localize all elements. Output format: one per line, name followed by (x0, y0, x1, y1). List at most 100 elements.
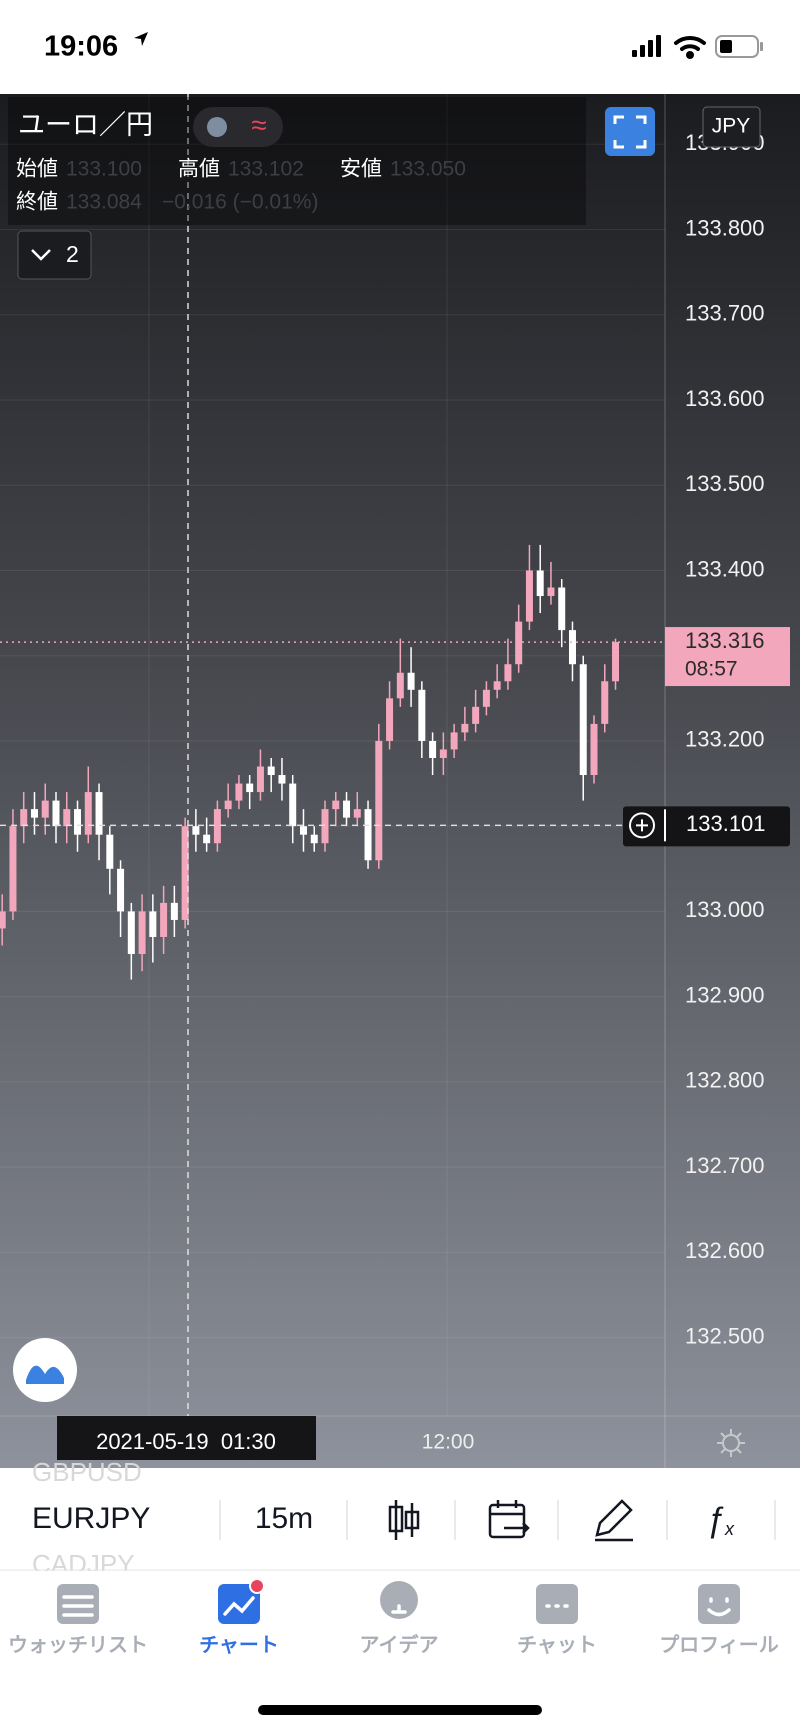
candle-body (396, 672, 404, 699)
candle-body (601, 681, 609, 724)
candle-body (482, 689, 490, 707)
tab-label: アイデア (360, 1632, 439, 1656)
indicator-count: 2 (66, 241, 79, 267)
candle-body (74, 809, 82, 835)
tab-label: チャット (517, 1634, 597, 1656)
ohlc-label: 終値 (16, 191, 58, 214)
tab-icon (536, 1584, 578, 1624)
tab[interactable]: チャート (199, 1578, 279, 1656)
date-range-button[interactable] (488, 1500, 530, 1539)
tab-glyph (391, 1604, 407, 1614)
candle-body (192, 826, 200, 835)
tab-label: プロフィール (659, 1633, 779, 1656)
countdown-label: 08:57 (685, 658, 738, 681)
tab-icon (698, 1584, 740, 1624)
market-status[interactable] (193, 107, 283, 147)
y-tick-label: 133.000 (685, 897, 765, 922)
candle-body (289, 783, 297, 827)
candle-body (117, 868, 125, 912)
y-tick-label: 132.600 (685, 1238, 765, 1263)
crosshair-price-label: 133.101 (686, 811, 766, 836)
last-price-box (665, 627, 790, 687)
candle-body (612, 642, 620, 682)
candle-body (558, 587, 566, 631)
candle-body (246, 783, 254, 793)
legend-panel (8, 97, 586, 225)
candle-body (0, 911, 6, 929)
y-tick-label: 133.800 (685, 215, 765, 240)
candle-body (235, 783, 243, 801)
indicators-toggle[interactable] (17, 230, 92, 280)
tab[interactable]: チャット (517, 1584, 597, 1656)
candle-body (472, 706, 480, 724)
ideas-button[interactable] (13, 1338, 77, 1402)
currency-button[interactable] (702, 106, 761, 148)
ohlc-value: 133.050 (390, 158, 466, 181)
y-tick-label: 133.200 (685, 727, 765, 752)
y-tick-label: 133.400 (685, 556, 765, 581)
drawing-button[interactable] (595, 1499, 633, 1542)
candle-body (343, 800, 351, 818)
tab[interactable]: アイデア (360, 1581, 439, 1656)
candle-body (41, 800, 49, 818)
tab-label: ウォッチリスト (8, 1633, 148, 1656)
chart-type-button[interactable] (388, 1500, 420, 1540)
wifi-icon (674, 35, 706, 59)
symbol-selected[interactable]: EURJPY (32, 1502, 150, 1535)
status-dot (207, 117, 227, 137)
tab-icon (57, 1584, 99, 1624)
candle-body (375, 740, 383, 861)
candle-body (364, 809, 372, 861)
candle-body (160, 902, 168, 937)
y-tick-label: 133.700 (685, 301, 765, 326)
tab-glyph (62, 1595, 94, 1617)
candle-body (418, 689, 426, 741)
chart-background (0, 94, 800, 1468)
candle-body (20, 809, 28, 827)
settings-icon[interactable] (717, 1429, 745, 1457)
toolbar-dividers (219, 1500, 776, 1540)
candle-body (299, 826, 307, 835)
candle-body (590, 723, 598, 776)
candle-body (386, 698, 394, 741)
candle-body (138, 911, 146, 955)
symbol-name: ユーロ／円 (18, 110, 153, 140)
candle-body (181, 826, 189, 920)
tab[interactable]: プロフィール (659, 1584, 779, 1656)
tabs: ウォッチリスト チャート アイデア チャット プロフィール (8, 1578, 779, 1656)
ohlc-change: −0.016 (−0.01%) (162, 191, 318, 214)
candle-body (106, 834, 114, 869)
candle-body (450, 732, 458, 750)
candle-body (536, 570, 544, 597)
crosshair-time: 2021-05-19 01:30 (96, 1429, 276, 1454)
currency: JPY (712, 115, 751, 138)
ohlc-label: 安値 (340, 158, 382, 181)
candle-body (429, 740, 437, 758)
location-icon (134, 32, 148, 46)
tab[interactable]: ウォッチリスト (8, 1584, 148, 1656)
symbol-option[interactable]: GBPUSD (32, 1457, 142, 1487)
candle-body (515, 621, 523, 665)
candle-body (407, 672, 415, 690)
tab-glyph (223, 1596, 255, 1616)
price-lines: 133.316 08:57 133.101 (0, 627, 790, 847)
fullscreen-button[interactable] (605, 107, 655, 156)
status-bar (0, 0, 800, 94)
candle-body (9, 826, 17, 912)
ohlc-value: 133.102 (228, 158, 304, 181)
interval[interactable]: 15m (255, 1502, 313, 1535)
crosshair-add-icon[interactable] (629, 812, 655, 839)
candle-body (127, 911, 135, 955)
candle-body (149, 911, 157, 937)
notification-dot (249, 1578, 265, 1594)
candle-body (213, 809, 221, 844)
y-tick-label: 132.500 (685, 1323, 765, 1348)
candle-body (439, 749, 447, 758)
candle-body (256, 766, 264, 793)
candle-body (278, 775, 286, 784)
candle-body (224, 800, 232, 810)
plot: 133.900133.800133.700133.600133.500133.4… (0, 130, 765, 1348)
tab-label: チャート (199, 1634, 279, 1656)
